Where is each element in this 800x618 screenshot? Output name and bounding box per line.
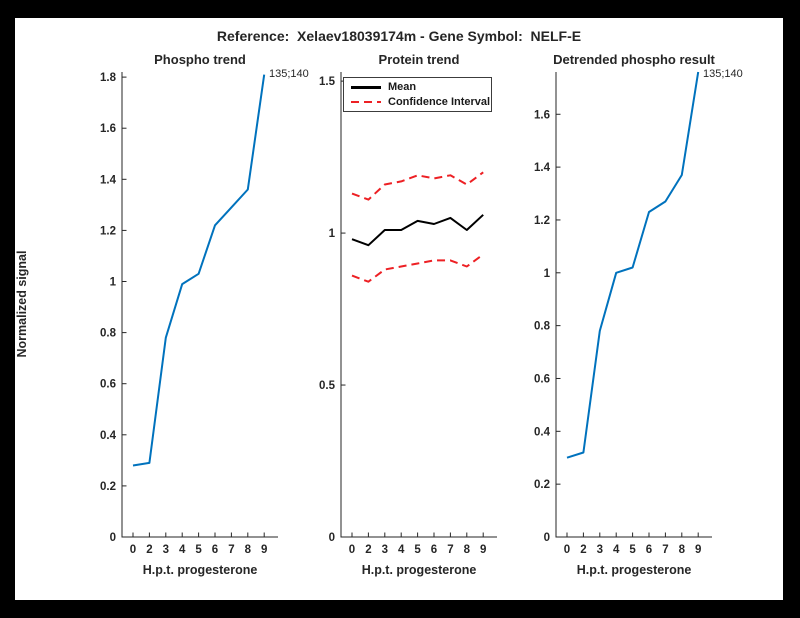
x-tick-label: 8: [679, 544, 686, 556]
series-line: [351, 253, 484, 283]
y-axis-label: Normalized signal: [15, 250, 29, 358]
legend: Mean Confidence Interval: [343, 77, 492, 112]
confidence-interval-line-swatch: [351, 100, 381, 104]
x-tick-label: 0: [349, 544, 355, 556]
x-axis-label-phospho: H.p.t. progesterone: [142, 563, 258, 577]
y-tick-label: 1.2: [100, 225, 116, 237]
x-tick-label: 5: [414, 544, 421, 556]
y-tick-label: 0.8: [534, 321, 551, 333]
annotation-phospho: 135;140: [269, 68, 309, 80]
y-tick-label: 1: [110, 277, 117, 289]
x-tick-label: 3: [163, 544, 169, 556]
x-tick-label: 2: [580, 544, 586, 556]
y-tick-label: 1.2: [534, 215, 550, 227]
y-tick-label: 0: [110, 532, 116, 544]
legend-row-confidence-interval: Confidence Interval: [344, 95, 491, 109]
y-tick-label: 0.8: [100, 328, 117, 340]
x-tick-label: 4: [398, 544, 405, 556]
y-tick-label: 1.5: [319, 76, 336, 88]
x-tick-label: 9: [261, 544, 267, 556]
y-tick-label: 0.2: [534, 479, 550, 491]
y-tick-label: 0: [544, 532, 550, 544]
x-tick-label: 6: [431, 544, 437, 556]
mean-line-swatch: [351, 85, 381, 89]
y-tick-label: 0.2: [100, 481, 116, 493]
x-tick-label: 0: [130, 544, 136, 556]
plot-area: 00.20.40.60.811.21.41.61.80 2 3 4 5 6 7 8 900.51…: [100, 71, 712, 556]
y-tick-label: 1.6: [100, 123, 116, 135]
x-tick-label: 4: [613, 544, 620, 556]
series-line: [566, 71, 700, 459]
x-tick-label: 7: [228, 544, 234, 556]
y-tick-label: 0.6: [534, 373, 550, 385]
subplot-title-detrended: Detrended phospho result: [553, 52, 715, 67]
x-tick-label: 3: [597, 544, 603, 556]
y-tick-label: 1.8: [100, 72, 117, 84]
x-tick-label: 6: [646, 544, 652, 556]
legend-row-mean: Mean: [344, 80, 491, 94]
figure-canvas: 0 0.2 0.4 0.6 0.8 1 1.2 1.4 1.6 1.8 0 2 3 4 5 6 7 8 9 0 0.5 1…: [15, 18, 783, 600]
legend-label-confidence-interval: Confidence Interval: [388, 96, 491, 108]
x-tick-label: 7: [662, 544, 668, 556]
y-tick-label: 1.4: [534, 162, 551, 174]
x-tick-label: 9: [480, 544, 486, 556]
y-tick-label: 0.6: [100, 379, 116, 391]
x-tick-label: 3: [382, 544, 388, 556]
x-tick-label: 8: [464, 544, 471, 556]
annotation-detrended: 135;140: [703, 68, 743, 80]
x-tick-label: 2: [365, 544, 371, 556]
series-line: [132, 74, 266, 467]
y-tick-label: 1.4: [100, 174, 117, 186]
subplot-title-phospho: Phospho trend: [154, 52, 246, 67]
axis-line: [340, 72, 497, 538]
x-tick-label: 0: [564, 544, 570, 556]
x-tick-label: 6: [212, 544, 218, 556]
y-tick-label: 1: [544, 268, 551, 280]
y-tick-label: 1.6: [534, 109, 550, 121]
x-axis-label-detrended: H.p.t. progesterone: [576, 563, 692, 577]
x-tick-label: 4: [179, 544, 186, 556]
y-tick-label: 1: [329, 228, 336, 240]
x-tick-label: 2: [146, 544, 152, 556]
x-axis-label-protein: H.p.t. progesterone: [361, 563, 477, 577]
x-tick-label: 9: [695, 544, 701, 556]
x-tick-label: 5: [629, 544, 636, 556]
subplot-title-protein: Protein trend: [378, 52, 460, 67]
x-tick-label: 8: [245, 544, 252, 556]
x-tick-label: 7: [447, 544, 453, 556]
y-tick-label: 0.4: [100, 430, 117, 442]
figure-title: Reference: Xelaev18039174m - Gene Symbol…: [216, 28, 582, 44]
y-tick-label: 0.4: [534, 426, 551, 438]
y-tick-label: 0.5: [319, 380, 336, 392]
legend-label-mean: Mean: [388, 81, 417, 93]
x-tick-label: 5: [195, 544, 202, 556]
series-line: [351, 171, 484, 201]
y-tick-label: 0: [329, 532, 335, 544]
axis-line: [555, 72, 712, 538]
series-line: [351, 214, 484, 247]
